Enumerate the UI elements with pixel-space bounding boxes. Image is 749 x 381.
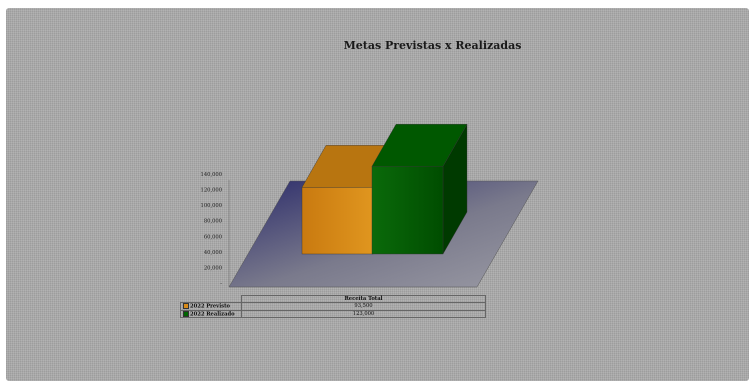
bar-front	[371, 166, 444, 255]
y-tick-label: 40,000	[204, 250, 222, 256]
bar-front	[301, 187, 374, 255]
legend-swatch-realizado	[183, 310, 189, 317]
table-value: 93,500	[241, 302, 486, 311]
series-label: 2022 Previsto	[190, 303, 230, 310]
y-tick-label: 80,000	[204, 219, 222, 225]
series-label: 2022 Realizado	[190, 311, 235, 317]
chart-title: Metas Previstas x Realizadas	[343, 39, 522, 52]
bar-realizado	[371, 123, 468, 255]
y-tick-label: 140,000	[201, 172, 222, 178]
y-tick-label: 60,000	[204, 234, 222, 240]
table-header-row: Receita Total	[181, 295, 486, 303]
table-value: 123,000	[241, 309, 486, 318]
y-tick-label: 120,000	[201, 188, 222, 194]
data-table: Receita Total 2022 Previsto 93,500 2022 …	[180, 295, 486, 318]
table-row: 2022 Realizado 123,000	[180, 309, 486, 318]
table-row: 2022 Previsto 93,500	[180, 302, 486, 311]
y-tick-label: 20,000	[204, 265, 222, 271]
legend-swatch-previsto	[183, 303, 189, 309]
y-tick-label: -	[220, 281, 222, 287]
chart-plot: 140,000 120,000 100,000 80,000 60,000 40,000 2…	[201, 123, 539, 288]
table-category-header: Receita Total	[241, 295, 486, 303]
y-tick-label: 100,000	[201, 203, 222, 209]
chart-area: Metas Previstas x Realizadas 140,000 120,…	[6, 8, 749, 381]
